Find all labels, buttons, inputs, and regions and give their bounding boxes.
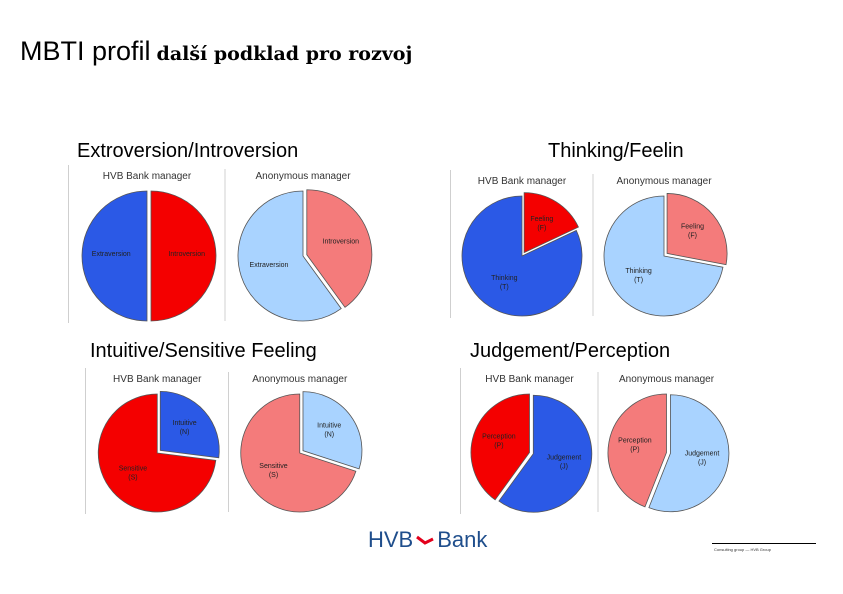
pie-slice (302, 391, 363, 470)
pie-chart-panel: HVB Bank manager Feeling (F) Thinking (T) Ano… (461, 174, 728, 317)
slice-label: Extraversion (250, 262, 289, 269)
chart-thinking-feeling: HVB Bank manager Feeling (F) Thinking (T) Ano… (450, 170, 735, 318)
slice-label: Thinking (T) (491, 275, 518, 291)
chart-judgement-perception: HVB Bank manager Judgement (J) Perception (P… (460, 368, 735, 514)
logo-text-left: HVB (368, 527, 414, 552)
slice-label: Sensitive (S) (119, 465, 148, 481)
pie-chart-panel: HVB Bank manager Judgement (J) Perception (P… (470, 372, 730, 513)
slice-label: Intuitive (N) (173, 420, 197, 436)
slice-label: Sensitive (S) (259, 463, 288, 479)
slice-label: Introversion (168, 251, 205, 258)
pie-slice (306, 189, 373, 308)
panel-title: Anonymous manager (619, 374, 715, 385)
panel-title: HVB Bank manager (103, 171, 192, 182)
pie-slice (470, 393, 530, 501)
slice-label: Thinking (T) (625, 268, 652, 284)
slice-label: Feeling (F) (681, 223, 704, 239)
pie-slice (648, 394, 730, 513)
slice-label: Intuitive (N) (317, 423, 341, 439)
slice-label: Judgement (J) (685, 450, 720, 466)
panel-title: Anonymous manager (616, 176, 712, 187)
pie-slice (498, 394, 593, 513)
heading-extroversion-introversion: Extroversion/Introversion (77, 140, 299, 162)
slice-label: Perception (P) (618, 437, 652, 453)
page-title: MBTI profil další podklad pro rozvoj (20, 36, 412, 67)
slice-label: Feeling (F) (530, 216, 553, 232)
footer-note: Consulting group — HVB Group (712, 543, 816, 558)
title-subtitle: další podklad pro rozvoj (156, 43, 413, 65)
footer-text: Consulting group — HVB Group (714, 547, 771, 552)
logo-swoosh-icon (416, 535, 434, 545)
panel-title: HVB Bank manager (478, 176, 567, 187)
pie-slice (81, 190, 148, 322)
pie-slice (240, 393, 357, 513)
pie-slice (150, 190, 217, 322)
pie-slice (603, 195, 724, 317)
chart-extroversion-introversion: HVB Bank manager Introversion Extraversion… (68, 165, 381, 323)
heading-intuitive-sensitive: Intuitive/Sensitive Feeling (90, 340, 317, 362)
heading-judgement-perception: Judgement/Perception (470, 340, 671, 362)
pie-slice (97, 393, 217, 513)
panel-title: Anonymous manager (252, 374, 348, 385)
panel-title: Anonymous manager (255, 171, 351, 182)
heading-thinking-feeling: Thinking/Feelin (548, 140, 684, 162)
pie-slice (159, 390, 220, 459)
slice-label: Judgement (J) (547, 455, 582, 471)
pie-chart-panel: HVB Bank manager Introversion Extraversion… (81, 169, 373, 322)
logo-text-right: Bank (437, 527, 488, 552)
slice-label: Extraversion (92, 251, 131, 258)
pie-chart-panel: HVB Bank manager Intuitive (N) Sensitive (S)… (97, 372, 363, 513)
pie-slice (666, 193, 728, 266)
slice-label: Introversion (323, 239, 360, 246)
pie-slice (523, 192, 579, 254)
panel-title: HVB Bank manager (113, 374, 202, 385)
pie-slice (607, 393, 667, 508)
hvb-bank-logo: HVB Bank (368, 527, 487, 553)
panel-title: HVB Bank manager (485, 374, 574, 385)
pie-slice (461, 195, 583, 317)
slice-label: Perception (P) (482, 434, 516, 450)
pie-slice (237, 190, 342, 322)
chart-intuitive-sensitive: HVB Bank manager Intuitive (N) Sensitive (S)… (85, 368, 371, 514)
title-main: MBTI profil (20, 36, 151, 66)
